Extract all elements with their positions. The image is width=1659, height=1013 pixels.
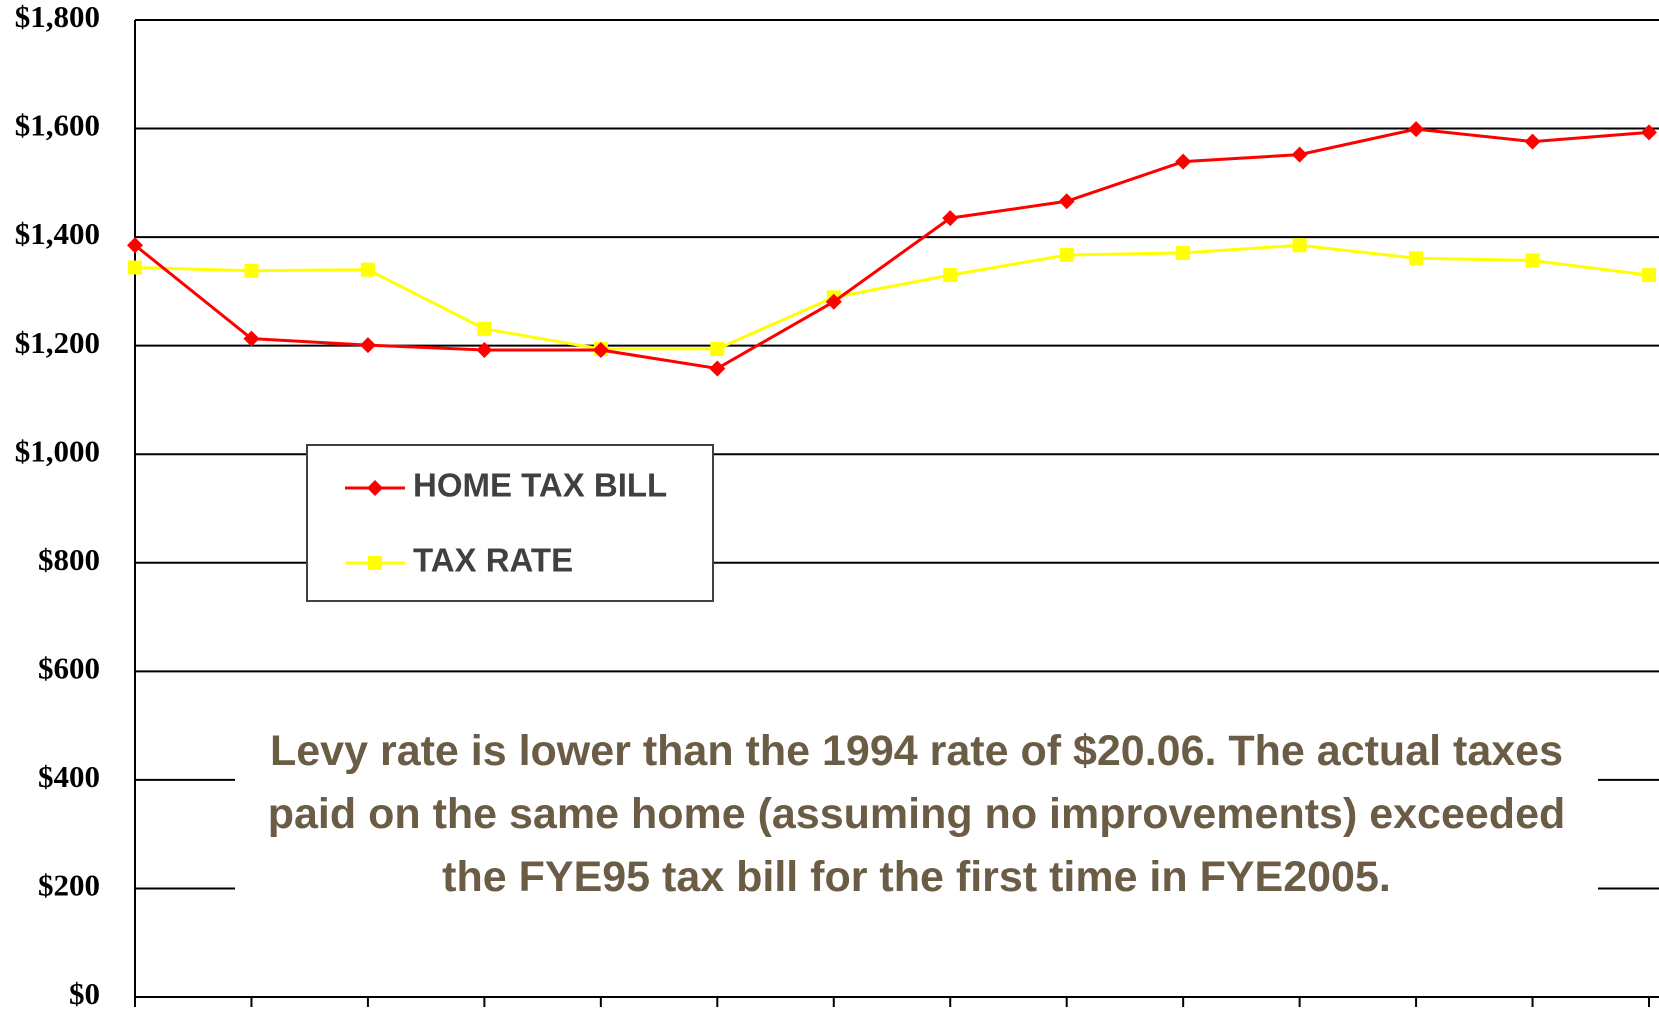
- point: [710, 342, 724, 356]
- point: [1408, 121, 1424, 137]
- y-tick-label: $400: [38, 759, 100, 794]
- point: [1292, 147, 1308, 163]
- y-tick-label: $0: [69, 976, 100, 1011]
- legend-marker: [368, 556, 382, 570]
- point: [1293, 238, 1307, 252]
- annotation: Levy rate is lower than the 1994 rate of…: [235, 716, 1598, 913]
- y-tick-label: $200: [38, 868, 100, 903]
- point: [128, 261, 142, 275]
- point: [1060, 248, 1074, 262]
- legend-label: HOME TAX BILL: [413, 467, 667, 504]
- y-tick-label: $1,200: [15, 325, 100, 360]
- y-tick-label: $1,000: [15, 433, 100, 468]
- y-tick-label: $600: [38, 650, 100, 685]
- y-tick-label: $1,600: [15, 108, 100, 143]
- point: [1176, 246, 1190, 260]
- point: [1525, 134, 1541, 150]
- y-tick-label: $800: [38, 542, 100, 577]
- point: [709, 360, 725, 376]
- y-tick-label: $1,400: [15, 216, 100, 251]
- point: [1175, 154, 1191, 170]
- point: [361, 263, 375, 277]
- point: [477, 322, 491, 336]
- point: [360, 337, 376, 353]
- point: [476, 342, 492, 358]
- y-tick-label: $1,800: [15, 0, 100, 34]
- point: [943, 268, 957, 282]
- point: [1409, 251, 1423, 265]
- point: [244, 264, 258, 278]
- point: [1641, 124, 1657, 140]
- point: [1526, 253, 1540, 267]
- point: [1059, 193, 1075, 209]
- point: [1642, 268, 1656, 282]
- page: $0 $200 $400 $600 $800 $1,000 $1,200 $1,400 $1,6…: [0, 0, 1659, 1013]
- series-line: [135, 129, 1649, 368]
- legend-label: TAX RATE: [413, 542, 573, 579]
